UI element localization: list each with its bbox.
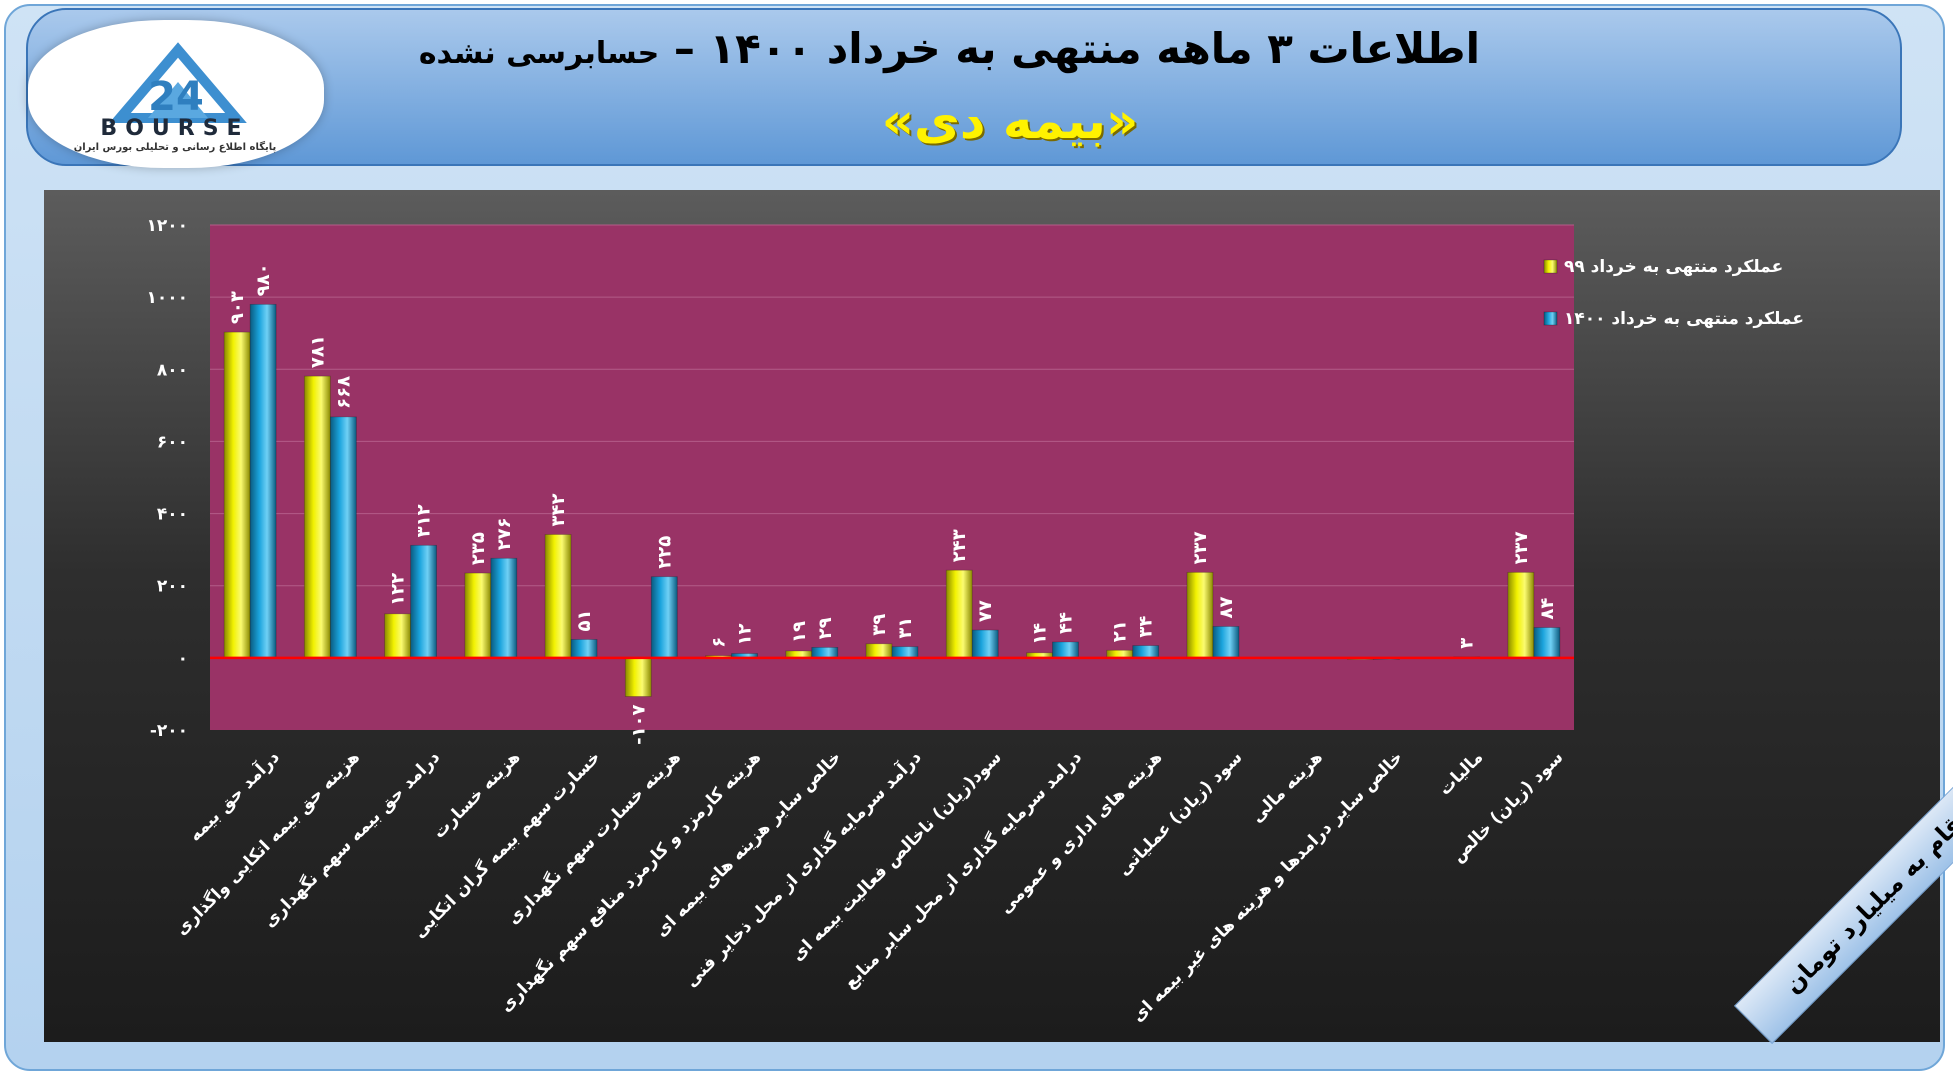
logo-tagline: پایگاه اطلاع رسانی و تحلیلی بورس ایران bbox=[73, 142, 277, 153]
title-note: حسابرسی نشده bbox=[418, 36, 660, 71]
logo-number: 24 bbox=[148, 74, 204, 120]
bar-series-1 bbox=[865, 643, 893, 659]
bourse24-logo: 24 bbox=[28, 20, 324, 168]
bar-series-2 bbox=[650, 576, 678, 659]
data-label: ۲۴۳ bbox=[949, 529, 970, 562]
bar-series-1 bbox=[945, 569, 973, 659]
data-label: ۲۷۶ bbox=[494, 517, 515, 550]
legend-swatch-2 bbox=[1543, 311, 1558, 326]
company-name: «بیمه دی» bbox=[881, 92, 1139, 150]
bar-series-1 bbox=[1186, 571, 1214, 659]
data-label: ۲۳۷ bbox=[1190, 531, 1211, 564]
data-label: ۵۱ bbox=[574, 609, 595, 631]
bar-series-1 bbox=[384, 613, 411, 659]
data-label: ۲۲۵ bbox=[654, 536, 675, 569]
data-label: -۱۰۷ bbox=[628, 704, 649, 744]
data-label: ۲۳۵ bbox=[468, 532, 489, 565]
logo-brand: BOURSE bbox=[100, 116, 250, 141]
bar-series-2 bbox=[490, 557, 518, 659]
y-tick-label: ۱۲۰۰ bbox=[146, 216, 188, 236]
bar-series-2 bbox=[1132, 645, 1160, 659]
x-category-label: خالص سایر درامدها و هزینه های غیر بیمه ا… bbox=[1128, 747, 1407, 1026]
bar-series-1 bbox=[223, 331, 251, 659]
bar-series-2 bbox=[570, 639, 598, 659]
data-label: ۸۴ bbox=[1537, 598, 1558, 620]
logo-mark-icon: 24 bbox=[109, 42, 247, 123]
x-category-label: هزینه های اداری و عمومی bbox=[996, 747, 1167, 918]
bar-series-2 bbox=[1533, 627, 1561, 659]
bar-series-2 bbox=[1212, 626, 1240, 659]
y-tick-label: ۴۰۰ bbox=[157, 505, 188, 525]
data-label: ۷۸۱ bbox=[307, 335, 328, 368]
data-label: ۷۷ bbox=[975, 600, 996, 622]
x-category-label: درامد حق بیمه سهم نگهداری bbox=[259, 746, 444, 931]
data-label: ۲۹ bbox=[815, 617, 836, 639]
bar-series-2 bbox=[249, 303, 277, 659]
bar-chart: ۱۲۰۰۱۰۰۰۸۰۰۶۰۰۴۰۰۲۰۰۰-۲۰۰۹۰۳۷۸۱۱۲۲۲۳۵۳۴۲… bbox=[146, 216, 1804, 1026]
legend-label: عملکرد منتهی به خرداد ۱۴۰۰ bbox=[1564, 309, 1804, 329]
data-label: ۶۶۸ bbox=[333, 376, 354, 409]
data-label: ۳۴۲ bbox=[548, 494, 569, 527]
x-category-label: مالیات bbox=[1435, 747, 1487, 799]
bar-series-2 bbox=[1052, 641, 1079, 659]
data-label: ۱۴ bbox=[1029, 623, 1050, 645]
page-title: اطلاعات ۳ ماهه منتهی به خرداد ۱۴۰۰ – حسا… bbox=[419, 24, 1480, 73]
bar-series-1 bbox=[464, 572, 492, 659]
bar-series-1 bbox=[544, 534, 572, 659]
bar-series-1 bbox=[624, 657, 652, 697]
data-label: ۳۹ bbox=[869, 614, 890, 636]
y-tick-label: ۱۰۰۰ bbox=[146, 288, 188, 308]
legend-label: عملکرد منتهی به خرداد ۹۹ bbox=[1564, 257, 1783, 277]
data-label: ۲۱ bbox=[1110, 620, 1131, 642]
y-tick-label: ۸۰۰ bbox=[157, 360, 188, 380]
y-tick-label: ۶۰۰ bbox=[157, 432, 188, 452]
data-label: ۴۴ bbox=[1055, 612, 1076, 634]
data-label: ۳۴ bbox=[1136, 616, 1157, 638]
data-label: ۸۷ bbox=[1216, 596, 1237, 618]
y-tick-label: -۲۰۰ bbox=[150, 721, 188, 741]
x-category-label: هزینه خسارت سهم نگهداری bbox=[503, 747, 685, 929]
data-label: ۳۱۲ bbox=[414, 504, 435, 537]
data-label: ۲۳۷ bbox=[1511, 531, 1532, 564]
title-main: اطلاعات ۳ ماهه منتهی به خرداد ۱۴۰۰ – bbox=[673, 24, 1480, 73]
legend-swatch-1 bbox=[1543, 259, 1558, 274]
bar-series-2 bbox=[811, 646, 839, 659]
data-label: ۹۰۳ bbox=[227, 291, 248, 324]
title-banner bbox=[26, 8, 1902, 166]
bar-series-2 bbox=[971, 629, 999, 659]
data-label: ۱۲ bbox=[735, 624, 756, 646]
data-label: ۹۸۰ bbox=[253, 263, 274, 296]
x-category-label: هزینه مالی bbox=[1247, 747, 1326, 826]
y-tick-label: ۰ bbox=[178, 649, 188, 669]
bar-series-2 bbox=[410, 544, 437, 659]
y-tick-label: ۲۰۰ bbox=[157, 577, 188, 597]
chart-area: ۱۲۰۰ ۱۰۰۰ ۸۰۰ ۶۰۰ ۴۰۰ ۲۰۰ ۰ -۲۰۰ ۹۰۳ ۷۸۱ ۱۲۲ ۲۳۵ ۳۴۲… bbox=[44, 190, 1940, 1042]
data-label: ۳ bbox=[1457, 638, 1478, 649]
bar-series-1 bbox=[303, 375, 331, 659]
data-label: ۶ bbox=[709, 637, 730, 648]
bar-series-1 bbox=[1507, 571, 1535, 659]
bar-series-2 bbox=[329, 416, 357, 659]
data-label: ۳۱ bbox=[895, 617, 916, 639]
data-label: ۱۹ bbox=[789, 621, 810, 643]
bar-series-2 bbox=[891, 646, 919, 659]
data-label: ۱۲۲ bbox=[388, 573, 409, 606]
